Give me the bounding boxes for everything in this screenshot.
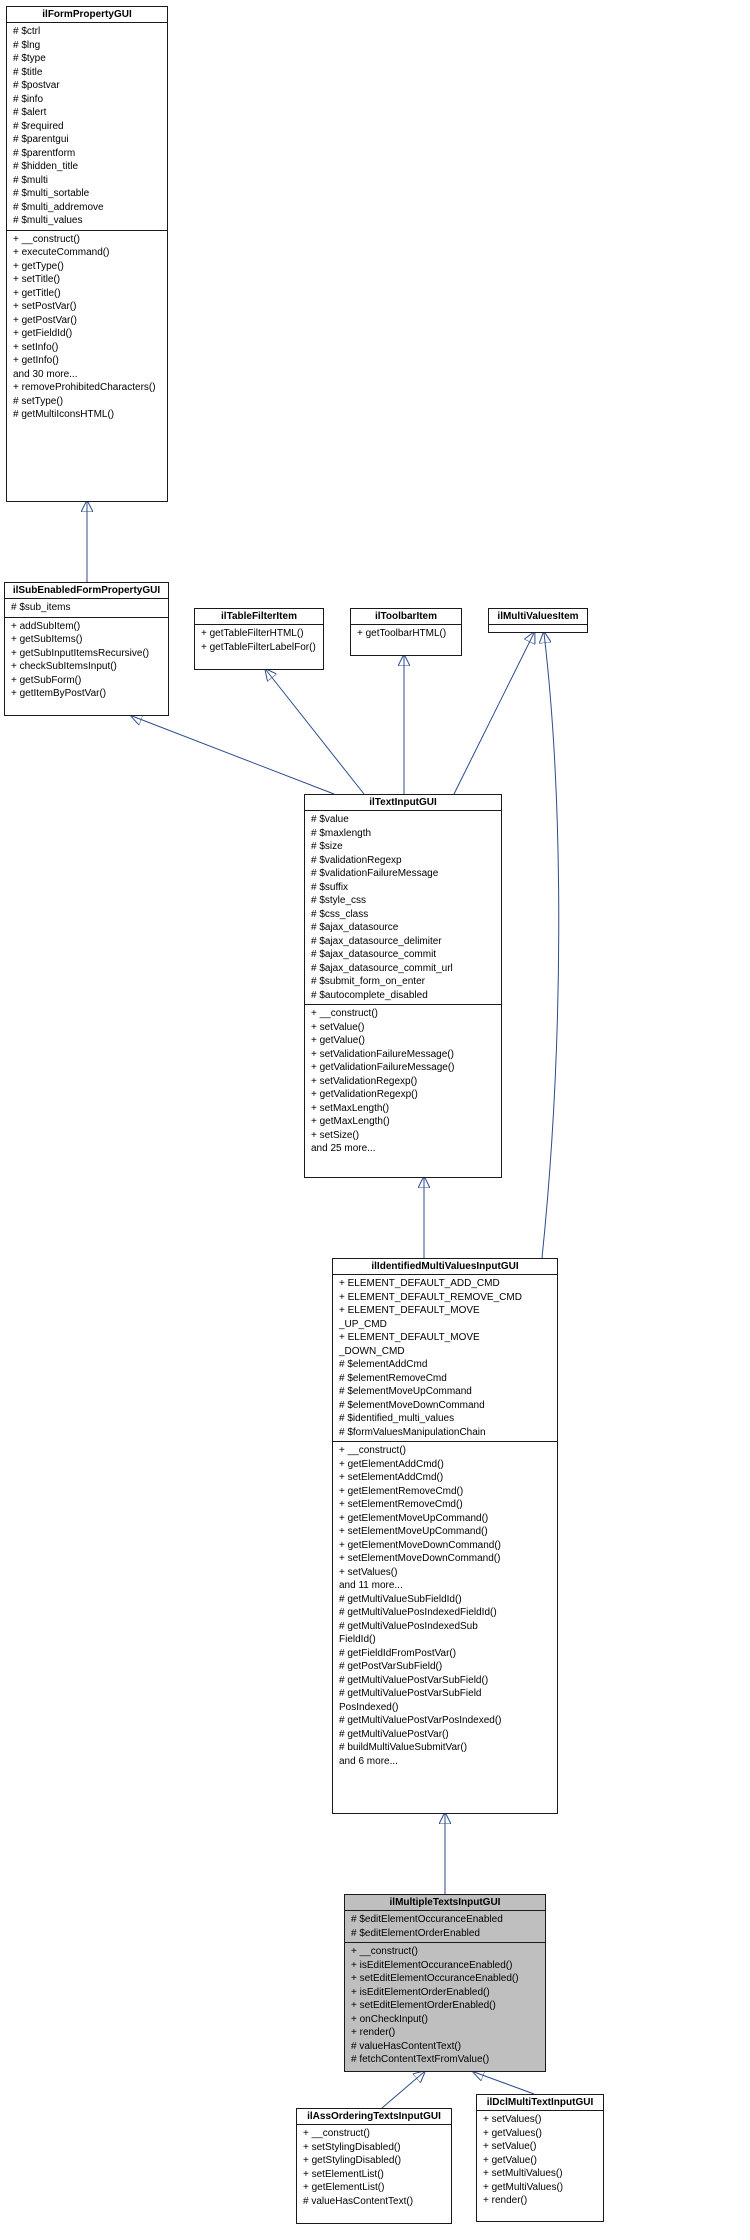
class-operations: + __construct() + getElementAddCmd() + s… [333,1441,557,1770]
class-title: ilTableFilterItem [195,609,323,625]
class-operations: + getTableFilterHTML() + getTableFilterL… [195,625,323,656]
class-ilToolbarItem: ilToolbarItem+ getToolbarHTML() [350,608,462,656]
class-ilTableFilterItem: ilTableFilterItem+ getTableFilterHTML() … [194,608,324,670]
edge-ilTextInputGUI-to-ilMultiValuesItem [454,633,534,794]
class-operations: + __construct() + isEditElementOccurance… [345,1942,545,2069]
class-title: ilMultiValuesItem [489,609,587,625]
class-title: ilAssOrderingTextsInputGUI [297,2109,451,2125]
class-title: ilSubEnabledFormPropertyGUI [5,583,168,599]
class-title: ilFormPropertyGUI [7,7,167,23]
class-operations: + __construct() + executeCommand() + get… [7,230,167,424]
class-ilFormPropertyGUI: ilFormPropertyGUI# $ctrl # $lng # $type … [6,6,168,502]
class-ilSubEnabledFormPropertyGUI: ilSubEnabledFormPropertyGUI# $sub_items+… [4,582,169,716]
class-ilIdentifiedMultiValuesInputGUI: ilIdentifiedMultiValuesInputGUI+ ELEMENT… [332,1258,558,1814]
class-attributes: # $value # $maxlength # $size # $validat… [305,811,501,1004]
class-ilDclMultiTextInputGUI: ilDclMultiTextInputGUI+ setValues() + ge… [476,2094,604,2222]
class-operations: + __construct() + setValue() + getValue(… [305,1004,501,1158]
diagram-canvas: ilFormPropertyGUI# $ctrl # $lng # $type … [4,4,746,2236]
class-ilAssOrderingTextsInputGUI: ilAssOrderingTextsInputGUI+ __construct(… [296,2108,452,2224]
edge-ilAssOrderingTextsInputGUI-to-ilMultipleTextsInputGUI [382,2072,424,2108]
class-operations: + __construct() + setStylingDisabled() +… [297,2125,451,2210]
class-operations: + addSubItem() + getSubItems() + getSubI… [5,617,168,703]
class-attributes: # $editElementOccuranceEnabled # $editEl… [345,1911,545,1942]
class-operations: + getToolbarHTML() [351,625,461,643]
class-attributes: # $ctrl # $lng # $type # $title # $postv… [7,23,167,230]
class-title: ilDclMultiTextInputGUI [477,2095,603,2111]
class-attributes: + ELEMENT_DEFAULT_ADD_CMD + ELEMENT_DEFA… [333,1275,557,1441]
class-title: ilTextInputGUI [305,795,501,811]
class-attributes: # $sub_items [5,599,168,617]
class-title: ilIdentifiedMultiValuesInputGUI [333,1259,557,1275]
edge-ilDclMultiTextInputGUI-to-ilMultipleTextsInputGUI [474,2072,534,2094]
edge-ilTextInputGUI-to-ilSubEnabledFormPropertyGUI [132,716,334,794]
class-ilMultipleTextsInputGUI: ilMultipleTextsInputGUI# $editElementOcc… [344,1894,546,2072]
class-ilTextInputGUI: ilTextInputGUI# $value # $maxlength # $s… [304,794,502,1178]
edge-ilTextInputGUI-to-ilTableFilterItem [266,670,364,794]
class-title: ilToolbarItem [351,609,461,625]
class-title: ilMultipleTextsInputGUI [345,1895,545,1911]
class-ilMultiValuesItem: ilMultiValuesItem [488,608,588,633]
class-operations: + setValues() + getValues() + setValue()… [477,2111,603,2210]
edge-ilIdentifiedMultiValuesInputGUI-to-ilMultiValuesItem [542,633,559,1258]
